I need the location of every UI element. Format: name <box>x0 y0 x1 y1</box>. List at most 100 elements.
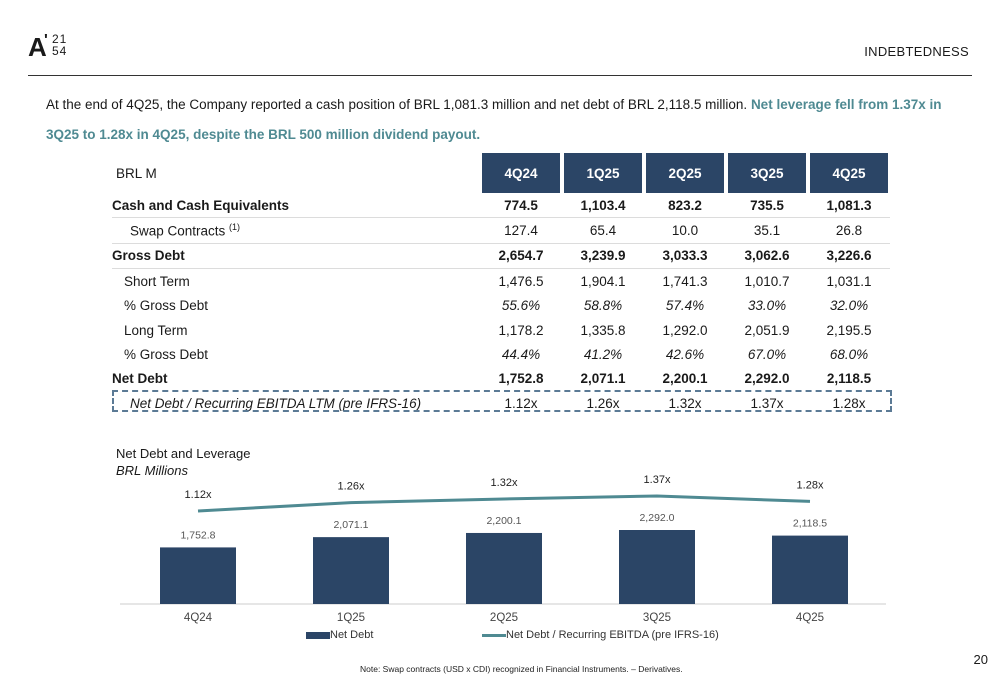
logo-top-digits: 21 <box>52 32 68 46</box>
table-cell: 35.1 <box>726 217 808 244</box>
table-cell: 1,081.3 <box>808 193 890 219</box>
table-corner-label: BRL M <box>116 165 157 181</box>
table-cell: 1,292.0 <box>662 322 708 338</box>
row-label: Gross Debt <box>112 243 480 270</box>
page-number: 20 <box>973 652 988 667</box>
table-row: Swap Contracts (1) 127.4 65.4 10.0 35.1 … <box>112 217 890 244</box>
table-cell: 2,654.7 <box>480 243 562 270</box>
leverage-highlight-box <box>112 390 892 412</box>
net-debt-leverage-chart: 1,752.8 4Q24 2,071.1 1Q25 2,200.1 2Q25 2,292.0… <box>120 474 886 624</box>
table-cell: 68.0% <box>829 347 869 363</box>
table-cell: 1,476.5 <box>498 273 544 289</box>
table-row: % Gross Debt 55.6% 58.8% 57.4% 33.0% 32.… <box>112 294 890 318</box>
period-header: 4Q24 <box>478 153 564 193</box>
table-row: Net Debt / Recurring EBITDA LTM (pre IFR… <box>112 391 890 415</box>
table-cell: 2,051.9 <box>744 322 790 338</box>
row-label: Short Term <box>124 273 190 289</box>
x-tick-label: 3Q25 <box>643 612 671 624</box>
table-cell: 57.4% <box>665 298 705 314</box>
table-cell: 32.0% <box>829 298 869 314</box>
intro-text: At the end of 4Q25, the Company reported… <box>46 97 751 112</box>
table-cell: 1,752.8 <box>498 371 544 387</box>
table-cell: 2,118.5 <box>826 371 872 387</box>
table-cell: 3,033.3 <box>644 243 726 270</box>
footnote-marker: (1) <box>229 222 241 233</box>
bar-value-label: 1,752.8 <box>180 529 215 541</box>
table-cell: 33.0% <box>747 298 787 314</box>
table-row: Net Debt 1,752.8 2,071.1 2,200.1 2,292.0… <box>112 367 890 391</box>
table-cell: 2,200.1 <box>662 371 708 387</box>
table-row: Short Term 1,476.5 1,904.1 1,741.3 1,010… <box>112 269 890 294</box>
table-cell: 67.0% <box>747 347 787 363</box>
net-debt-bar <box>772 535 848 604</box>
intro-highlight: Net leverage fell from 1.37x in 3Q25 to … <box>46 97 942 142</box>
table-cell: 1,904.1 <box>580 273 626 289</box>
net-debt-bar <box>466 532 542 604</box>
row-label: Cash and Cash Equivalents <box>112 193 480 219</box>
table-cell: 1.37x <box>750 395 784 411</box>
table-cell: 1,335.8 <box>580 322 626 338</box>
leverage-value-label: 1.37x <box>644 474 671 486</box>
header-divider <box>28 75 972 76</box>
row-label: Swap Contracts (1) <box>112 217 480 244</box>
legend-item-leverage: Net Debt / Recurring EBITDA (pre IFRS-16… <box>482 629 719 641</box>
table-cell: 1,010.7 <box>744 273 790 289</box>
period-header: 2Q25 <box>642 153 728 193</box>
table-cell: 42.6% <box>665 347 705 363</box>
table-cell: 1.12x <box>504 395 538 411</box>
leverage-value-label: 1.28x <box>797 479 824 491</box>
table-cell: 774.5 <box>480 193 562 219</box>
row-label: % Gross Debt <box>124 298 209 314</box>
table-row: Gross Debt 2,654.7 3,239.9 3,033.3 3,062… <box>112 243 890 270</box>
table-row: Long Term 1,178.2 1,335.8 1,292.0 2,051.… <box>112 318 890 342</box>
row-label: Net Debt <box>112 371 168 387</box>
table-cell: 55.6% <box>501 298 541 314</box>
table-cell: 1,178.2 <box>498 322 544 338</box>
table-row: Cash and Cash Equivalents 774.5 1,103.4 … <box>112 193 890 219</box>
table-cell: 65.4 <box>562 217 644 244</box>
legend-label: Net Debt / Recurring EBITDA (pre IFRS-16… <box>506 629 719 641</box>
table-cell: 1.32x <box>668 395 702 411</box>
legend-label: Net Debt <box>330 629 374 641</box>
table-cell: 3,239.9 <box>562 243 644 270</box>
leverage-value-label: 1.12x <box>185 489 212 501</box>
table-cell: 10.0 <box>644 217 726 244</box>
leverage-line <box>197 494 811 513</box>
net-debt-bar <box>619 530 695 604</box>
table-cell: 127.4 <box>480 217 562 244</box>
row-label: Long Term <box>124 322 188 338</box>
net-debt-bar <box>160 547 236 604</box>
legend-line-swatch <box>482 633 506 637</box>
table-cell: 44.4% <box>501 347 541 363</box>
intro-paragraph: At the end of 4Q25, the Company reported… <box>46 90 966 150</box>
x-tick-label: 4Q24 <box>184 612 213 624</box>
logo-bottom-digits: 54 <box>52 44 68 58</box>
chart-subtitle: BRL Millions <box>116 463 189 478</box>
footnote: Note: Swap contracts (USD x CDI) recogni… <box>360 664 683 674</box>
net-debt-bar <box>313 537 389 604</box>
period-header: 4Q25 <box>806 153 892 193</box>
table-cell: 823.2 <box>644 193 726 219</box>
leverage-value-label: 1.32x <box>491 477 518 489</box>
chart-title: Net Debt and Leverage <box>116 446 251 461</box>
table-cell: 1.26x <box>586 395 620 411</box>
bar-value-label: 2,071.1 <box>333 519 368 531</box>
table-cell: 41.2% <box>583 347 623 363</box>
table-cell: 2,071.1 <box>580 371 626 387</box>
table-cell: 2,195.5 <box>826 322 872 338</box>
table-cell: 2,292.0 <box>744 371 790 387</box>
logo-apostrophe: ' <box>44 32 48 49</box>
leverage-value-label: 1.26x <box>338 481 365 493</box>
table-cell: 58.8% <box>583 298 623 314</box>
table-cell: 1.28x <box>832 395 866 411</box>
legend-item-net-debt: Net Debt <box>306 629 373 641</box>
x-tick-label: 1Q25 <box>337 612 365 624</box>
table-cell: 3,062.6 <box>726 243 808 270</box>
row-label: Net Debt / Recurring EBITDA LTM (pre IFR… <box>130 395 422 411</box>
table-cell: 1,741.3 <box>662 273 708 289</box>
table-header-row: BRL M 4Q24 1Q25 2Q25 3Q25 4Q25 <box>112 153 892 193</box>
row-label: % Gross Debt <box>124 347 209 363</box>
bar-value-label: 2,118.5 <box>793 518 827 530</box>
bar-value-label: 2,200.1 <box>486 515 521 527</box>
table-cell: 735.5 <box>726 193 808 219</box>
